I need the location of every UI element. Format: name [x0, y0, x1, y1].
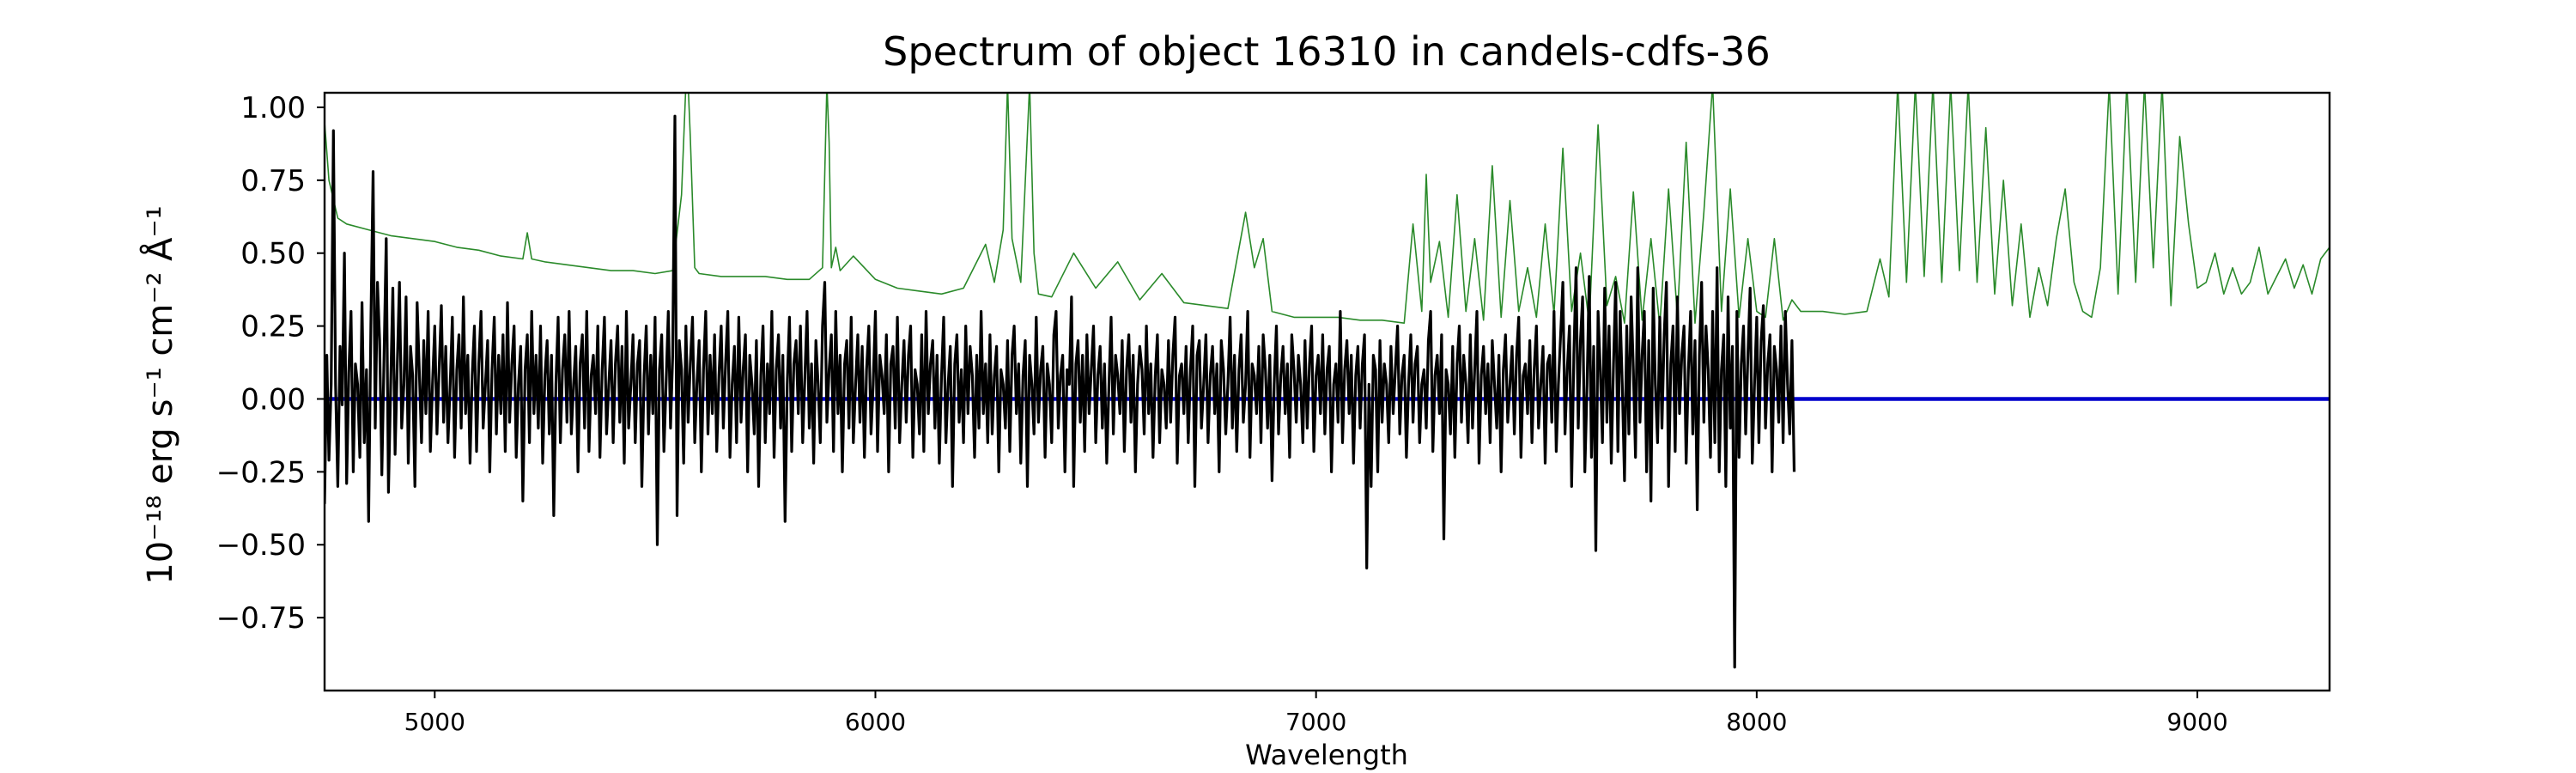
y-tick-label: −0.50 — [216, 528, 306, 563]
y-tick-label: 0.50 — [240, 237, 306, 271]
x-axis-label: Wavelength — [1245, 739, 1408, 771]
y-tick-label: 0.25 — [240, 310, 306, 344]
x-tick-label: 7000 — [1285, 708, 1346, 736]
y-axis-label: 10⁻¹⁸ erg s⁻¹ cm⁻² Å⁻¹ — [139, 205, 180, 584]
y-tick-label: −0.75 — [216, 601, 306, 636]
y-tick-label: 0.00 — [240, 382, 306, 417]
x-tick-label: 9000 — [2166, 708, 2227, 736]
axes-frame — [323, 91, 2331, 692]
y-tick-label: −0.25 — [216, 455, 306, 490]
x-tick-label: 8000 — [1726, 708, 1787, 736]
plot-area — [325, 93, 2330, 669]
x-tick-label: 5000 — [404, 708, 465, 736]
x-tick-label: 6000 — [845, 708, 906, 736]
error-spectrum-line — [325, 93, 2330, 327]
chart-title: Spectrum of object 16310 in candels-cdfs… — [883, 28, 1771, 75]
x-axis-ticks: 5000 6000 7000 8000 9000 — [404, 691, 2228, 736]
y-tick-label: 0.75 — [240, 164, 306, 198]
y-tick-label: 1.00 — [240, 91, 306, 125]
y-axis-ticks: −0.75 −0.50 −0.25 0.00 0.25 0.50 0.75 1.00 — [216, 91, 325, 636]
flux-spectrum-line — [325, 114, 1796, 669]
